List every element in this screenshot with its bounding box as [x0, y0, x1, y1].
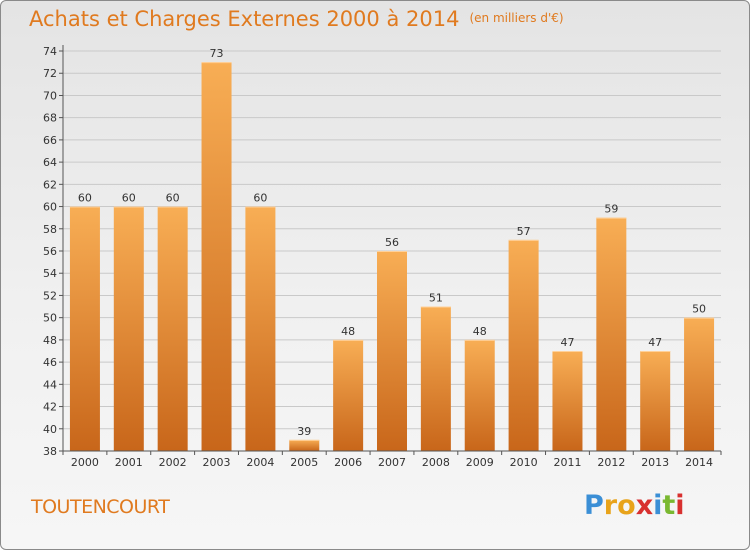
logo-letter: i — [653, 490, 663, 521]
data-label: 50 — [692, 303, 706, 316]
bar — [289, 439, 320, 451]
data-label: 39 — [297, 425, 311, 438]
bars: 60 60 60 73 60 39 48 56 51 48 57 47 59 47 50 — [69, 47, 715, 451]
x-tick-label: 2009 — [466, 456, 494, 469]
bar — [420, 306, 451, 451]
logo-letter: x — [635, 490, 654, 521]
data-label: 60 — [166, 192, 180, 205]
data-label: 56 — [385, 236, 399, 249]
data-label: 59 — [604, 203, 618, 216]
y-tick-label: 38 — [43, 445, 57, 458]
x-tick-label: 2012 — [597, 456, 625, 469]
y-tick-label: 48 — [43, 334, 57, 347]
logo-letter: o — [617, 490, 636, 521]
bar — [464, 339, 495, 451]
y-tick-label: 60 — [43, 201, 57, 214]
logo-letter: r — [603, 490, 618, 521]
x-tick-label: 2013 — [641, 456, 669, 469]
bar — [640, 351, 671, 451]
axes: 38 40 42 44 46 48 50 52 54 56 58 60 62 64 66 68 70 72 74 20… — [43, 45, 722, 469]
x-tick-label: 2004 — [246, 456, 274, 469]
bar — [157, 206, 188, 451]
chart-title-text: Achats et Charges Externes 2000 à 2014 — [29, 7, 460, 31]
proxiti-logo[interactable]: Proxiti — [584, 490, 685, 521]
data-label: 60 — [253, 192, 267, 205]
data-label: 47 — [560, 336, 574, 349]
y-tick-label: 54 — [43, 267, 57, 280]
y-tick-label: 70 — [43, 89, 57, 102]
x-tick-label: 2014 — [685, 456, 713, 469]
x-tick-label: 2001 — [115, 456, 143, 469]
bar — [113, 206, 144, 451]
x-tick-label: 2003 — [203, 456, 231, 469]
x-tick-label: 2002 — [159, 456, 187, 469]
bar — [552, 351, 583, 451]
x-tick-label: 2008 — [422, 456, 450, 469]
data-label: 60 — [122, 192, 136, 205]
y-tick-label: 68 — [43, 112, 57, 125]
data-label: 48 — [473, 325, 487, 338]
x-tick-label: 2005 — [290, 456, 318, 469]
x-tick-label: 2011 — [553, 456, 581, 469]
y-tick-label: 46 — [43, 356, 57, 369]
data-label: 73 — [210, 47, 224, 60]
y-tick-label: 72 — [43, 67, 57, 80]
bar — [596, 217, 627, 451]
bar — [333, 339, 364, 451]
data-label: 60 — [78, 192, 92, 205]
bar — [508, 239, 539, 451]
bar — [201, 62, 232, 451]
y-tick-label: 44 — [43, 378, 57, 391]
chart-unit: (en milliers d'€) — [469, 11, 564, 25]
x-tick-label: 2010 — [510, 456, 538, 469]
data-label: 51 — [429, 292, 443, 305]
x-tick-label: 2000 — [71, 456, 99, 469]
y-tick-label: 62 — [43, 178, 57, 191]
x-tick-label: 2007 — [378, 456, 406, 469]
x-tick-label: 2006 — [334, 456, 362, 469]
data-label: 47 — [648, 336, 662, 349]
y-tick-label: 56 — [43, 245, 57, 258]
y-tick-label: 40 — [43, 423, 57, 436]
bar — [245, 206, 276, 451]
logo-letter: P — [584, 490, 604, 521]
y-tick-label: 52 — [43, 289, 57, 302]
place-name: TOUTENCOURT — [31, 496, 170, 518]
y-tick-label: 42 — [43, 401, 57, 414]
data-label: 48 — [341, 325, 355, 338]
data-label: 57 — [517, 225, 531, 238]
logo-letter: t — [662, 490, 676, 521]
logo-letter: i — [675, 490, 685, 521]
y-tick-label: 66 — [43, 134, 57, 147]
chart-title: Achats et Charges Externes 2000 à 2014 (e… — [29, 7, 564, 31]
y-tick-label: 74 — [43, 45, 57, 58]
y-tick-label: 58 — [43, 223, 57, 236]
bar — [69, 206, 100, 451]
y-tick-label: 64 — [43, 156, 57, 169]
y-tick-label: 50 — [43, 312, 57, 325]
bar — [377, 251, 407, 451]
bar — [684, 317, 715, 451]
